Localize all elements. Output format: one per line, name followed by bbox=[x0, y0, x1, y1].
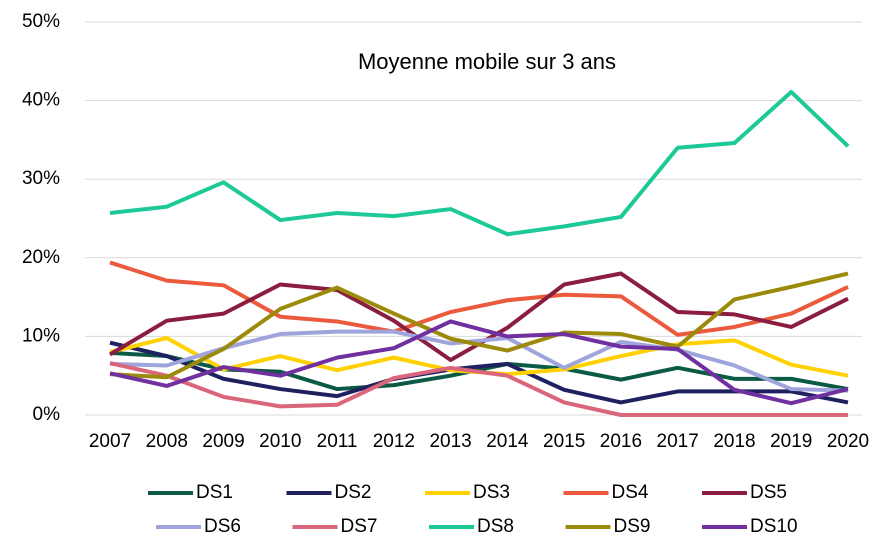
legend-label: DS10 bbox=[750, 516, 798, 537]
x-tick-label: 2007 bbox=[89, 431, 131, 452]
legend-label: DS3 bbox=[473, 482, 510, 503]
y-tick-label: 30% bbox=[22, 168, 60, 189]
x-tick-label: 2011 bbox=[317, 431, 358, 452]
legend-item: DS1 bbox=[148, 482, 233, 503]
y-tick-label: 0% bbox=[33, 404, 61, 425]
legend-item: DS3 bbox=[425, 482, 510, 503]
x-tick-label: 2018 bbox=[713, 431, 755, 452]
series-line bbox=[109, 89, 850, 237]
chart-title: Moyenne mobile sur 3 ans bbox=[358, 49, 616, 74]
y-tick-label: 40% bbox=[22, 90, 60, 111]
legend-item: DS4 bbox=[563, 482, 649, 503]
legend-label: DS9 bbox=[614, 516, 651, 537]
x-tick-label: 2014 bbox=[486, 431, 529, 452]
x-tick-label: 2016 bbox=[600, 431, 642, 452]
legend-label: DS8 bbox=[477, 516, 514, 537]
x-tick-label: 2020 bbox=[827, 431, 869, 452]
legend-item: DS2 bbox=[286, 482, 372, 503]
series-line bbox=[109, 340, 849, 405]
x-tick-label: 2015 bbox=[543, 431, 585, 452]
series-line bbox=[109, 329, 849, 393]
y-tick-label: 10% bbox=[22, 325, 60, 346]
legend-item: DS9 bbox=[565, 516, 651, 537]
legend-label: DS7 bbox=[341, 516, 378, 537]
x-tick-label: 2009 bbox=[202, 431, 244, 452]
series-line bbox=[109, 361, 848, 417]
x-tick-label: 2013 bbox=[429, 431, 471, 452]
legend-label: DS1 bbox=[196, 482, 233, 503]
x-tick-label: 2010 bbox=[259, 431, 301, 452]
legend-label: DS6 bbox=[204, 516, 241, 537]
legend-item: DS5 bbox=[702, 482, 787, 503]
x-tick-label: 2017 bbox=[657, 431, 699, 452]
series-line bbox=[109, 260, 849, 337]
x-tick-label: 2012 bbox=[373, 431, 415, 452]
legend-label: DS4 bbox=[612, 482, 649, 503]
x-tick-label: 2019 bbox=[770, 431, 812, 452]
series-line bbox=[109, 271, 849, 380]
legend-item: DS6 bbox=[156, 516, 241, 537]
legend-label: DS5 bbox=[750, 482, 787, 503]
y-tick-label: 50% bbox=[22, 11, 60, 32]
legend-item: DS7 bbox=[292, 516, 378, 537]
y-tick-label: 20% bbox=[22, 247, 60, 268]
legend-label: DS2 bbox=[335, 482, 372, 503]
series-line bbox=[109, 319, 849, 406]
x-tick-label: 2008 bbox=[146, 431, 188, 452]
legend-item: DS10 bbox=[702, 516, 798, 537]
legend-item: DS8 bbox=[429, 516, 514, 537]
